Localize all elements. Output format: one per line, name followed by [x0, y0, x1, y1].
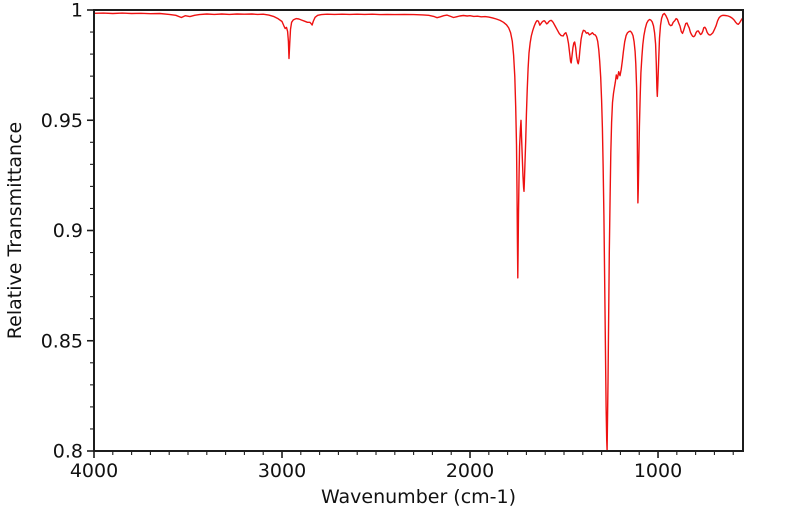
- x-tick-label: 2000: [446, 460, 494, 482]
- x-tick-label: 1000: [634, 460, 682, 482]
- y-tick-label: 0.9: [53, 220, 83, 242]
- y-tick-label: 1: [71, 0, 83, 22]
- y-tick-label: 0.95: [41, 110, 83, 132]
- y-axis-label: Relative Transmittance: [4, 122, 26, 339]
- plot-border: [93, 9, 744, 452]
- y-tick-label: 0.85: [41, 330, 83, 352]
- tick-labels: 4000 3000 2000 1000 1 0.95 0.9 0.85 0.8: [41, 0, 683, 482]
- spectrum-curve: [93, 12, 744, 452]
- y-tick-label: 0.8: [53, 441, 83, 463]
- x-tick-label: 3000: [258, 460, 306, 482]
- major-ticks: [87, 9, 659, 458]
- x-axis-label: Wavenumber (cm-1): [321, 486, 516, 508]
- x-tick-label: 4000: [70, 460, 118, 482]
